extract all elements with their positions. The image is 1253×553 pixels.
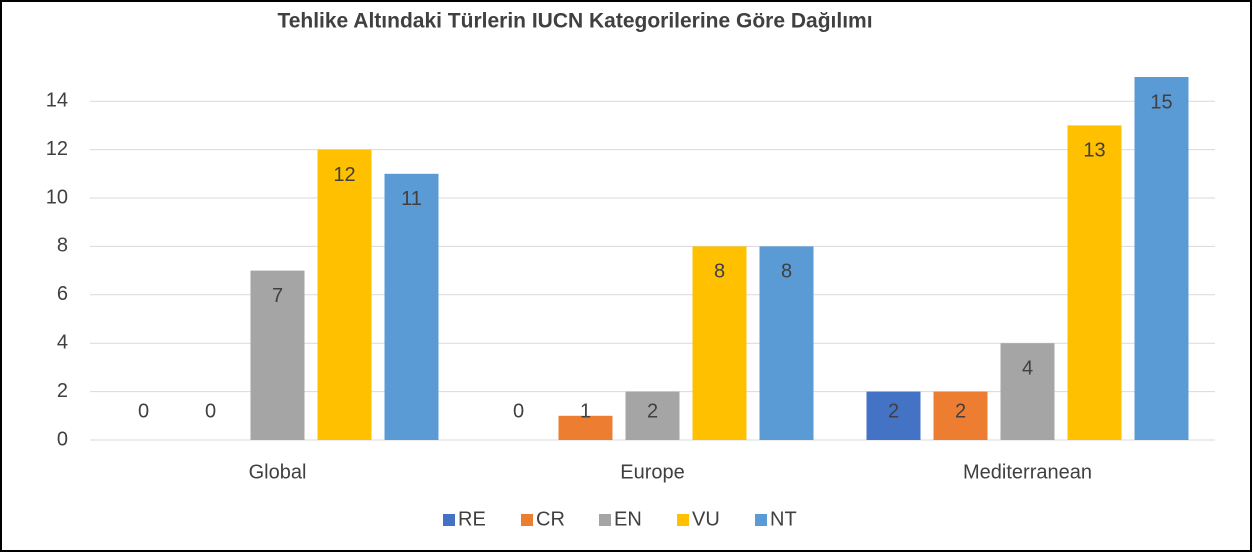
value-label: 1: [580, 400, 591, 422]
value-label: 2: [647, 400, 658, 422]
legend-label: CR: [536, 508, 565, 530]
bar: [1134, 77, 1189, 440]
legend-swatch: [521, 514, 533, 526]
x-tick-label: Global: [249, 461, 307, 483]
value-label: 0: [205, 400, 216, 422]
value-label: 11: [401, 188, 422, 210]
value-label: 0: [513, 400, 524, 422]
bar: [692, 246, 747, 440]
bar: [558, 415, 613, 440]
y-tick-label: 12: [46, 138, 68, 160]
legend-label: RE: [458, 508, 486, 530]
y-tick-label: 10: [46, 186, 68, 208]
value-label: 8: [781, 261, 792, 283]
value-label: 4: [1022, 357, 1033, 379]
x-tick-label: Mediterranean: [963, 461, 1092, 483]
x-tick-label: Europe: [620, 461, 685, 483]
value-label: 2: [955, 400, 966, 422]
bar: [1067, 125, 1122, 441]
legend-swatch: [755, 514, 767, 526]
y-tick-label: 2: [57, 380, 68, 402]
value-label: 7: [272, 285, 283, 307]
y-tick-label: 6: [57, 283, 68, 305]
bar: [933, 391, 988, 440]
value-label: 12: [333, 164, 355, 186]
y-tick-label: 0: [57, 428, 68, 450]
legend-swatch: [677, 514, 689, 526]
bar: [250, 270, 305, 440]
y-tick-label: 14: [46, 89, 68, 111]
value-label: 0: [138, 400, 149, 422]
legend-swatch: [599, 514, 611, 526]
bar: [625, 391, 680, 440]
value-label: 8: [714, 261, 725, 283]
legend-label: EN: [614, 508, 642, 530]
legend-label: VU: [692, 508, 720, 530]
value-label: 2: [888, 400, 899, 422]
legend-swatch: [443, 514, 455, 526]
bar: [759, 246, 814, 440]
value-label: 15: [1150, 91, 1172, 113]
bar: [384, 173, 439, 441]
value-label: 13: [1083, 140, 1105, 162]
bar: [317, 149, 372, 440]
bar: [866, 391, 921, 440]
y-tick-label: 4: [57, 331, 68, 353]
bar: [1000, 343, 1055, 440]
y-tick-label: 8: [57, 235, 68, 257]
legend-label: NT: [770, 508, 797, 530]
chart-title: Tehlike Altındaki Türlerin IUCN Kategori…: [277, 10, 872, 33]
